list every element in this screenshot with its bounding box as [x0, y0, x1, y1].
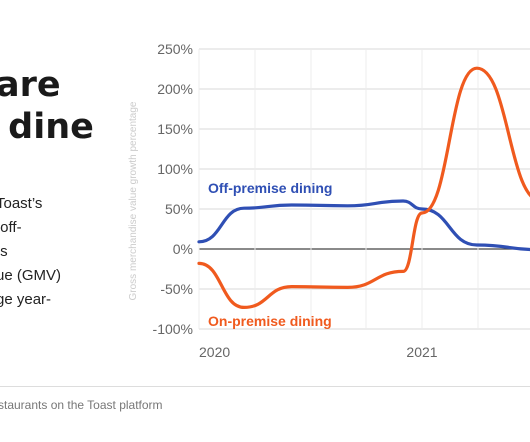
- y-tick-label: -50%: [160, 281, 193, 297]
- series-label-on-premise: On-premise dining: [208, 313, 332, 329]
- grid-lines: [199, 48, 530, 330]
- series-line-off-premise: [197, 199, 530, 252]
- headline: are dine: [0, 65, 94, 147]
- y-tick-label: 250%: [157, 41, 193, 57]
- y-axis-label: Gross merchandise value growth percentag…: [128, 101, 139, 300]
- y-tick-labels: 250% 200% 150% 100% 50% 0% -50% -100%: [153, 41, 193, 337]
- y-tick-label: 100%: [157, 161, 193, 177]
- series-lines: [197, 66, 530, 309]
- y-tick-label: 0%: [173, 241, 193, 257]
- x-tick-labels: 2020 2021: [199, 344, 438, 360]
- x-tick-label: 2020: [199, 344, 230, 360]
- footer-divider: [0, 386, 530, 387]
- source-note: staurants on the Toast platform: [0, 398, 163, 412]
- y-tick-label: -100%: [153, 321, 193, 337]
- y-tick-label: 150%: [157, 121, 193, 137]
- description-text: Toast’s off- s ue (GMV) ge year-: [0, 195, 62, 308]
- x-tick-label: 2021: [406, 344, 437, 360]
- series-line-on-premise: [197, 66, 530, 309]
- x-grid-lines: [198, 49, 479, 329]
- series-label-off-premise: Off-premise dining: [208, 180, 332, 196]
- y-tick-label: 200%: [157, 81, 193, 97]
- y-tick-label: 50%: [165, 201, 193, 217]
